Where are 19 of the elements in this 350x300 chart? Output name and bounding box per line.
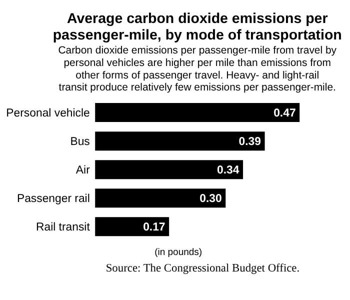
chart-title: Average carbon dioxide emissions per passenger-mile, by mode of transportation — [52, 11, 342, 44]
y-tick-label: Air — [76, 164, 90, 176]
bar — [95, 188, 226, 208]
data-label: 0.34 — [217, 164, 240, 176]
source-note: Source: The Congressional Budget Office. — [106, 262, 300, 274]
text: (in pounds) — [154, 247, 202, 258]
chart-subtitle: Carbon dioxide emissions per passenger-mile from travel by personal vehicles are higher per mile than emissions from other forms of passenger travel. Heavy- and light-rail transit produce relatively few emissions per passenger-mile. — [58, 46, 338, 94]
bar — [95, 217, 170, 236]
bar — [95, 103, 300, 122]
bar — [95, 160, 244, 180]
data-label: 0.30 — [200, 192, 222, 205]
data-label: 0.17 — [143, 221, 166, 234]
y-tick-label: Rail transit — [36, 221, 91, 234]
bar — [95, 132, 265, 151]
data-label: 0.39 — [238, 136, 261, 148]
y-tick-label: Bus — [70, 136, 90, 148]
data-label: 0.47 — [274, 107, 296, 120]
y-tick-label: Personal vehicle — [6, 107, 90, 120]
y-tick-label: Passenger rail — [16, 192, 90, 205]
